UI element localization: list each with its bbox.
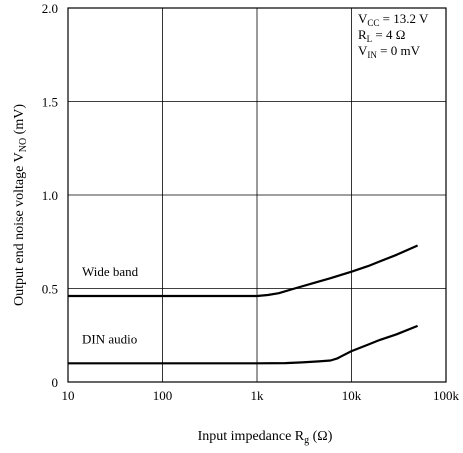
y-tick-label: 1.0: [42, 188, 58, 203]
condition-rl: RL = 4 Ω: [358, 27, 405, 44]
series-label-din-audio: DIN audio: [82, 331, 137, 346]
series-label-wide-band: Wide band: [82, 264, 139, 279]
y-axis-label: Output end noise voltage VNO (mV): [12, 104, 29, 306]
y-tick-label: 2.0: [42, 1, 58, 16]
conditions-background: [354, 10, 444, 68]
y-tick-label: 1.5: [42, 95, 58, 110]
x-tick-label: 1k: [251, 388, 265, 403]
series-group: [68, 244, 419, 365]
condition-vcc: VCC = 13.2 V: [358, 11, 429, 28]
series-labels: Wide band DIN audio: [82, 264, 139, 346]
y-tick-label: 0.5: [42, 282, 58, 297]
series-line-din-audio: [68, 324, 419, 365]
x-tick-label: 100: [153, 388, 173, 403]
x-tick-label: 10: [62, 388, 75, 403]
x-axis-label: Input impedance Rg (Ω): [198, 429, 333, 446]
x-tick-label: 10k: [342, 388, 362, 403]
y-axis-ticks: 0 0.5 1.0 1.5 2.0: [42, 1, 58, 390]
conditions-box: VCC = 13.2 V RL = 4 Ω VIN = 0 mV: [354, 10, 444, 68]
y-tick-label: 0: [52, 375, 59, 390]
plot-frame: [67, 7, 447, 383]
series-line-wide-band: [68, 244, 419, 298]
x-tick-label: 100k: [433, 388, 460, 403]
condition-vin: VIN = 0 mV: [358, 43, 421, 60]
x-axis-ticks: 10 100 1k 10k 100k: [62, 388, 460, 403]
